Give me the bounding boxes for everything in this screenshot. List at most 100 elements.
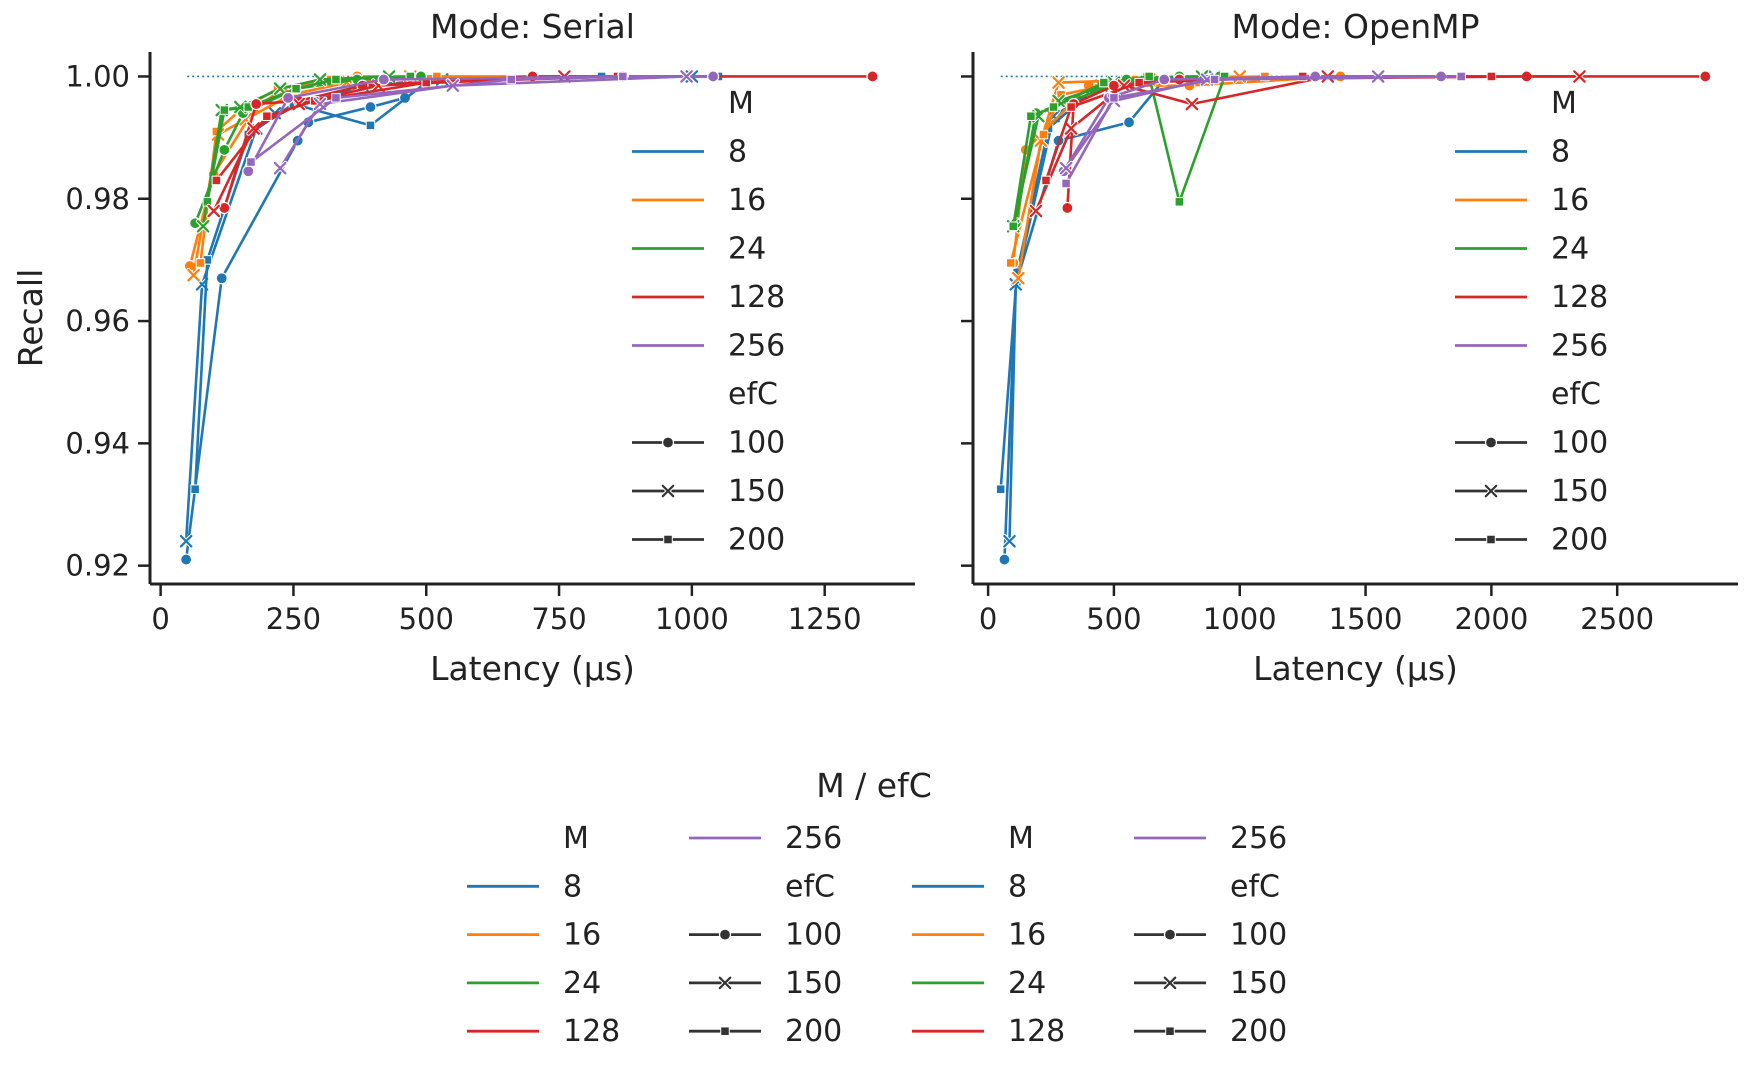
data-point (1066, 102, 1076, 112)
data-point (291, 83, 301, 94)
bottom-legend-marker-x (1162, 975, 1178, 991)
bottom-legend-label: 8 (1008, 869, 1027, 904)
data-point (707, 70, 720, 83)
data-point (1572, 69, 1587, 84)
data-point (506, 74, 517, 85)
series-256-square (246, 71, 628, 167)
bottom-legend-label: 128 (563, 1014, 620, 1049)
data-point (250, 97, 263, 111)
bottom-legend-marker-square (1165, 1026, 1175, 1036)
chart-title: Mode: OpenMP (1231, 7, 1479, 46)
data-point (178, 533, 194, 549)
data-point (246, 121, 261, 136)
bottom-legend-heading: efC (1230, 869, 1280, 904)
legend-label: 16 (1551, 183, 1589, 218)
data-point (1099, 77, 1109, 88)
legend-marker-x (1483, 483, 1499, 499)
series-line (250, 75, 623, 164)
data-point (618, 71, 628, 82)
y-tick-label: 0.96 (65, 304, 130, 338)
x-tick-label: 500 (399, 602, 454, 636)
legend-label: 24 (728, 232, 766, 267)
data-point (1109, 93, 1119, 103)
bottom-legend-label: 128 (1008, 1014, 1065, 1049)
series-line (247, 75, 714, 172)
data-point (365, 120, 376, 131)
bottom-legend-label: 24 (563, 966, 601, 1001)
data-point (1184, 96, 1200, 112)
data-point (1026, 111, 1036, 121)
bottom-legend-label: 16 (563, 918, 601, 953)
data-point (1048, 102, 1059, 112)
legend-label: 150 (1551, 474, 1608, 509)
bottom-legend-label: 24 (1008, 966, 1046, 1001)
legend-label: 16 (728, 183, 766, 218)
bottom-legend-label: 200 (785, 1014, 842, 1049)
data-point (195, 218, 211, 234)
series-24-square (1008, 71, 1230, 232)
data-point (866, 70, 879, 83)
series-line (212, 75, 565, 212)
x-tick-label: 0 (151, 602, 169, 636)
series-line (1064, 75, 1462, 185)
series-line (206, 75, 411, 203)
legend-label: 256 (1551, 329, 1608, 364)
series-line (193, 75, 719, 490)
legend-marker-circle (661, 436, 675, 449)
data-point (211, 175, 222, 186)
data-point (377, 73, 390, 86)
x-axis-label: Latency (µs) (430, 649, 635, 688)
data-point (272, 160, 288, 176)
data-point (1219, 71, 1230, 82)
data-point (1456, 71, 1466, 82)
chart-panel-1: Mode: Serial 0 250 500 750 1000 1250 0.92 0.94 0.… (11, 7, 915, 688)
x-tick-label: 250 (266, 602, 321, 636)
series-24-square (202, 71, 416, 207)
bottom-legend-label: 100 (1230, 918, 1287, 953)
data-point (1209, 74, 1220, 85)
legend-title-m: M (728, 86, 754, 121)
legend-inside: M 8 16 24 128 256 efC 100 150 200 (632, 86, 785, 558)
series-256-square (1061, 71, 1466, 189)
legend-label: 24 (1551, 232, 1589, 267)
bottom-legend-label: 200 (1230, 1014, 1287, 1049)
bottom-legend-heading: M (1008, 821, 1034, 856)
series-8-x (178, 69, 700, 549)
data-point (282, 91, 295, 104)
data-point (1005, 258, 1016, 268)
data-point (1063, 121, 1079, 136)
bottom-legend-label: 100 (785, 918, 842, 953)
chart-title: Mode: Serial (430, 7, 635, 46)
legend-marker-circle (1484, 436, 1498, 449)
bottom-legend-heading: M (563, 821, 589, 856)
data-point (262, 111, 272, 121)
x-tick-label: 750 (531, 602, 586, 636)
data-point (1002, 533, 1017, 549)
data-point (331, 74, 341, 85)
data-point (995, 484, 1006, 494)
y-tick-label: 0.94 (65, 426, 130, 460)
axes: 0 500 1000 1500 2000 2500 Latency (µs) (961, 52, 1738, 688)
x-tick-label: 2500 (1580, 602, 1654, 636)
y-tick-label: 0.92 (65, 549, 130, 583)
data-point (1122, 116, 1136, 129)
x-tick-label: 1000 (655, 602, 729, 636)
y-axis-label: Recall (11, 269, 50, 367)
y-tick-label: 0.98 (65, 182, 130, 216)
bottom-legend-marker-square (720, 1026, 730, 1036)
data-point (242, 165, 255, 178)
data-point (1061, 201, 1074, 215)
legend-label: 100 (1551, 426, 1608, 461)
data-point (219, 105, 230, 115)
data-point (998, 553, 1011, 566)
series-line (223, 75, 873, 209)
legend-label: 100 (728, 426, 785, 461)
bottom-legend: M / efC M 8 16 24 128 256 efC 100 150 200 M 8 16 24 128… (467, 766, 1287, 1049)
bottom-legend-label: 16 (1008, 918, 1046, 953)
data-point (1010, 270, 1026, 286)
x-axis-label: Latency (µs) (1253, 649, 1458, 688)
data-point (218, 201, 231, 215)
data-point (679, 69, 694, 84)
bottom-legend-label: 150 (1230, 966, 1287, 1001)
x-tick-label: 2000 (1454, 602, 1528, 636)
